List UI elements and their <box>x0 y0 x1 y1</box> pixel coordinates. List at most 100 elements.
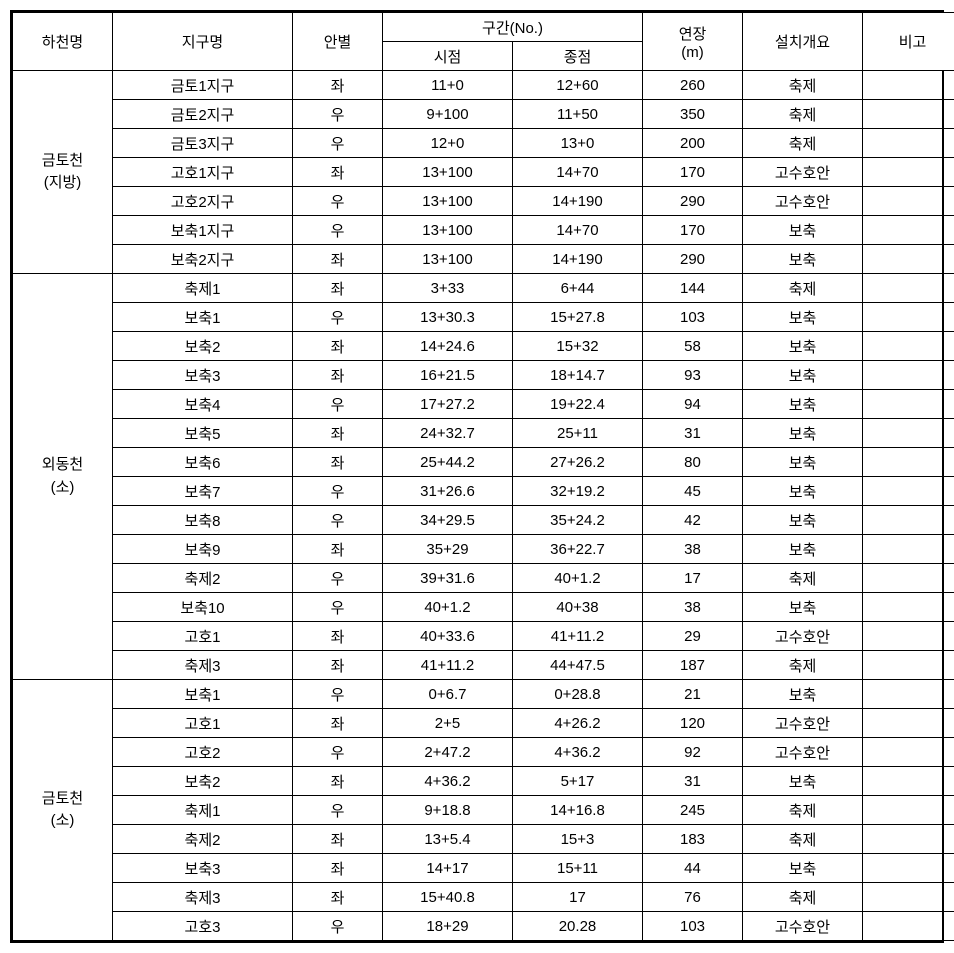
river-cell: 금토천(소) <box>13 680 113 941</box>
district-cell: 축제3 <box>113 651 293 680</box>
length-cell: 103 <box>643 912 743 941</box>
start-cell: 34+29.5 <box>383 506 513 535</box>
note-cell <box>863 245 954 274</box>
side-cell: 우 <box>293 129 383 158</box>
district-cell: 고호1 <box>113 622 293 651</box>
length-cell: 42 <box>643 506 743 535</box>
end-cell: 6+44 <box>513 274 643 303</box>
river-cell: 외동천(소) <box>13 274 113 680</box>
note-cell <box>863 709 954 738</box>
length-cell: 21 <box>643 680 743 709</box>
side-cell: 좌 <box>293 854 383 883</box>
install-cell: 보축 <box>743 303 863 332</box>
side-cell: 좌 <box>293 448 383 477</box>
length-cell: 103 <box>643 303 743 332</box>
side-cell: 좌 <box>293 332 383 361</box>
length-cell: 200 <box>643 129 743 158</box>
start-cell: 17+27.2 <box>383 390 513 419</box>
table-body: 금토천(지방)금토1지구좌11+012+60260축제금토2지구우9+10011… <box>13 71 954 941</box>
length-cell: 80 <box>643 448 743 477</box>
river-name-line2: (지방) <box>44 174 82 191</box>
table-row: 보축7우31+26.632+19.245보축 <box>13 477 954 506</box>
install-cell: 보축 <box>743 332 863 361</box>
table-row: 고호2지구우13+10014+190290고수호안 <box>13 187 954 216</box>
header-install: 설치개요 <box>743 13 863 71</box>
length-cell: 94 <box>643 390 743 419</box>
side-cell: 우 <box>293 680 383 709</box>
district-cell: 금토1지구 <box>113 71 293 100</box>
table-row: 보축2좌4+36.25+1731보축 <box>13 767 954 796</box>
length-cell: 187 <box>643 651 743 680</box>
install-cell: 보축 <box>743 419 863 448</box>
side-cell: 우 <box>293 593 383 622</box>
end-cell: 40+38 <box>513 593 643 622</box>
note-cell <box>863 100 954 129</box>
note-cell <box>863 593 954 622</box>
table-row: 고호1좌2+54+26.2120고수호안 <box>13 709 954 738</box>
header-side: 안별 <box>293 13 383 71</box>
install-cell: 보축 <box>743 535 863 564</box>
end-cell: 4+26.2 <box>513 709 643 738</box>
length-cell: 58 <box>643 332 743 361</box>
note-cell <box>863 622 954 651</box>
length-cell: 260 <box>643 71 743 100</box>
river-name-line1: 금토천 <box>42 790 83 807</box>
river-name-line1: 외동천 <box>42 456 83 473</box>
table-header: 하천명 지구명 안별 구간(No.) 연장 (m) 설치개요 비고 시점 종점 <box>13 13 954 71</box>
note-cell <box>863 274 954 303</box>
table-row: 보축9좌35+2936+22.738보축 <box>13 535 954 564</box>
install-cell: 보축 <box>743 216 863 245</box>
district-cell: 보축8 <box>113 506 293 535</box>
note-cell <box>863 303 954 332</box>
side-cell: 좌 <box>293 274 383 303</box>
district-cell: 금토2지구 <box>113 100 293 129</box>
table-row: 고호1지구좌13+10014+70170고수호안 <box>13 158 954 187</box>
side-cell: 좌 <box>293 825 383 854</box>
start-cell: 13+100 <box>383 158 513 187</box>
start-cell: 16+21.5 <box>383 361 513 390</box>
start-cell: 14+17 <box>383 854 513 883</box>
length-cell: 144 <box>643 274 743 303</box>
table-row: 고호3우18+2920.28103고수호안 <box>13 912 954 941</box>
start-cell: 41+11.2 <box>383 651 513 680</box>
note-cell <box>863 680 954 709</box>
length-cell: 31 <box>643 419 743 448</box>
header-section: 구간(No.) <box>383 13 643 42</box>
header-river: 하천명 <box>13 13 113 71</box>
side-cell: 좌 <box>293 158 383 187</box>
note-cell <box>863 390 954 419</box>
note-cell <box>863 129 954 158</box>
length-cell: 76 <box>643 883 743 912</box>
start-cell: 9+100 <box>383 100 513 129</box>
install-cell: 보축 <box>743 593 863 622</box>
district-cell: 금토3지구 <box>113 129 293 158</box>
table-row: 축제2우39+31.640+1.217축제 <box>13 564 954 593</box>
table-row: 보축10우40+1.240+3838보축 <box>13 593 954 622</box>
install-cell: 보축 <box>743 245 863 274</box>
district-cell: 보축9 <box>113 535 293 564</box>
side-cell: 좌 <box>293 361 383 390</box>
district-cell: 축제1 <box>113 796 293 825</box>
side-cell: 좌 <box>293 419 383 448</box>
side-cell: 좌 <box>293 622 383 651</box>
district-cell: 보축5 <box>113 419 293 448</box>
length-cell: 245 <box>643 796 743 825</box>
end-cell: 4+36.2 <box>513 738 643 767</box>
district-cell: 축제3 <box>113 883 293 912</box>
note-cell <box>863 883 954 912</box>
end-cell: 14+190 <box>513 187 643 216</box>
start-cell: 40+33.6 <box>383 622 513 651</box>
header-end: 종점 <box>513 42 643 71</box>
start-cell: 25+44.2 <box>383 448 513 477</box>
table-row: 고호2우2+47.24+36.292고수호안 <box>13 738 954 767</box>
note-cell <box>863 187 954 216</box>
note-cell <box>863 767 954 796</box>
header-district: 지구명 <box>113 13 293 71</box>
length-cell: 92 <box>643 738 743 767</box>
length-cell: 170 <box>643 158 743 187</box>
length-cell: 44 <box>643 854 743 883</box>
district-cell: 축제2 <box>113 564 293 593</box>
table-row: 보축4우17+27.219+22.494보축 <box>13 390 954 419</box>
install-cell: 고수호안 <box>743 622 863 651</box>
install-cell: 보축 <box>743 680 863 709</box>
